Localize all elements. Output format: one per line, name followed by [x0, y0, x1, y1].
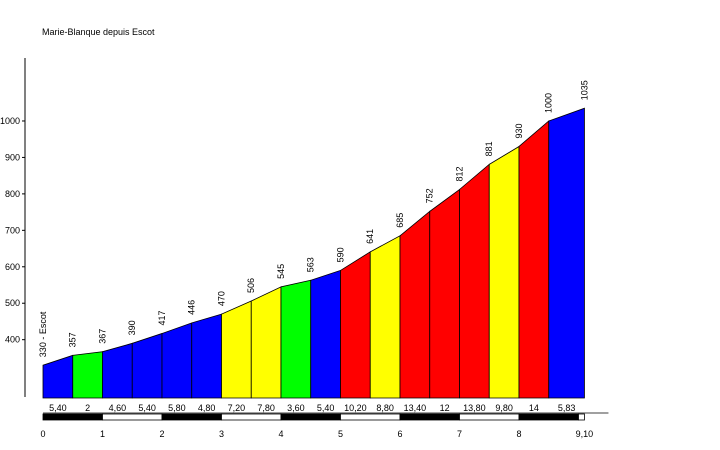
gradient-label: 5,40	[317, 403, 335, 413]
altitude-label: 812	[455, 166, 465, 181]
gradient-label: 5,40	[138, 403, 156, 413]
segment-17	[548, 107, 585, 399]
segment-11	[369, 235, 401, 399]
gradient-label: 9,80	[495, 403, 513, 413]
segment-1	[72, 351, 103, 399]
x-ticks-layer: 0 1 2 3 4 5 6 7 8 9,10	[40, 429, 593, 439]
gradient-label: 4,80	[198, 403, 216, 413]
y-tick-label: 400	[5, 335, 20, 345]
altitude-label: 930	[514, 123, 524, 138]
segment-4	[161, 322, 193, 399]
segment-14	[459, 163, 490, 399]
x-tick-label: 2	[159, 429, 164, 439]
y-tick-label: 1000	[0, 116, 20, 126]
x-tick-label: 0	[40, 429, 45, 439]
segment-7	[250, 286, 282, 399]
x-tick-label: 4	[278, 429, 283, 439]
gradient-label: 4,60	[109, 403, 127, 413]
x-tick-label: 1	[100, 429, 105, 439]
altitude-label: 357	[68, 332, 78, 347]
km-block	[340, 413, 401, 421]
altitude-label: 752	[425, 188, 435, 203]
gradient-label: 12	[440, 403, 450, 413]
km-block	[399, 413, 460, 421]
y-tick-label: 900	[5, 152, 20, 162]
gradient-label: 5,80	[168, 403, 186, 413]
gradient-label: 13,80	[463, 403, 486, 413]
y-ticks-layer: 400 500 600 700 800 900 1000	[0, 116, 25, 345]
altitude-labels-layer: 330 - Escot 357 367 390 417 446 470 506 545 563 59…	[38, 80, 589, 357]
km-bar-layer	[42, 412, 609, 421]
altitude-label: 685	[395, 213, 405, 228]
y-tick-label: 500	[5, 298, 20, 308]
km-block	[280, 413, 341, 421]
segment-3	[131, 332, 163, 399]
gradient-label: 3,60	[287, 403, 305, 413]
segment-5	[191, 313, 222, 399]
altitude-label: 367	[98, 329, 108, 344]
altitude-label: 417	[157, 310, 167, 325]
x-tick-label: 7	[457, 429, 462, 439]
km-block	[221, 413, 282, 421]
segment-0	[42, 354, 74, 399]
km-block	[161, 413, 222, 421]
altitude-label: 641	[365, 229, 375, 244]
altitude-label: 446	[187, 300, 197, 315]
altitude-label: 590	[336, 247, 346, 262]
segment-9	[310, 269, 341, 399]
segment-13	[429, 188, 460, 399]
altitude-label: 881	[484, 141, 494, 156]
gradient-label: 8,80	[376, 403, 394, 413]
gradient-label: 14	[529, 403, 539, 413]
x-tick-label: 9,10	[576, 429, 594, 439]
gradient-label: 5,83	[558, 403, 576, 413]
start-altitude-label: 330 - Escot	[38, 311, 48, 357]
y-tick-label: 700	[5, 225, 20, 235]
altitude-label: 1000	[544, 93, 554, 113]
altitude-label: 390	[127, 320, 137, 335]
segment-8	[280, 279, 312, 399]
x-tick-label: 6	[397, 429, 402, 439]
gradient-label: 13,40	[404, 403, 427, 413]
segment-2	[102, 342, 133, 399]
segment-6	[221, 300, 252, 399]
km-block	[42, 413, 103, 421]
gradient-label: 10,20	[344, 403, 367, 413]
km-block	[578, 413, 585, 421]
gradient-label: 2	[85, 403, 90, 413]
x-tick-label: 3	[219, 429, 224, 439]
segment-12	[399, 210, 431, 399]
km-block	[459, 413, 520, 421]
altitude-label: 470	[217, 291, 227, 306]
altitude-label: 1035	[579, 80, 589, 100]
altitude-label: 563	[306, 257, 316, 272]
segment-15	[488, 145, 520, 399]
gradient-label: 7,20	[228, 403, 246, 413]
segment-10	[340, 251, 371, 399]
altitude-label: 545	[276, 264, 286, 279]
km-block	[518, 413, 579, 421]
gradient-labels-layer: 5,40 2 4,60 5,40 5,80 4,80 7,20 7,80 3,60 5,40 10,…	[49, 403, 575, 413]
segment-16	[518, 120, 550, 399]
x-tick-label: 8	[516, 429, 521, 439]
x-tick-label: 5	[338, 429, 343, 439]
y-tick-label: 800	[5, 189, 20, 199]
gradient-label: 5,40	[49, 403, 67, 413]
altitude-label: 506	[246, 278, 256, 293]
segments-layer	[42, 107, 585, 399]
chart-title: Marie-Blanque depuis Escot	[42, 27, 155, 37]
y-tick-label: 600	[5, 262, 20, 272]
km-block	[102, 413, 163, 421]
gradient-label: 7,80	[257, 403, 275, 413]
